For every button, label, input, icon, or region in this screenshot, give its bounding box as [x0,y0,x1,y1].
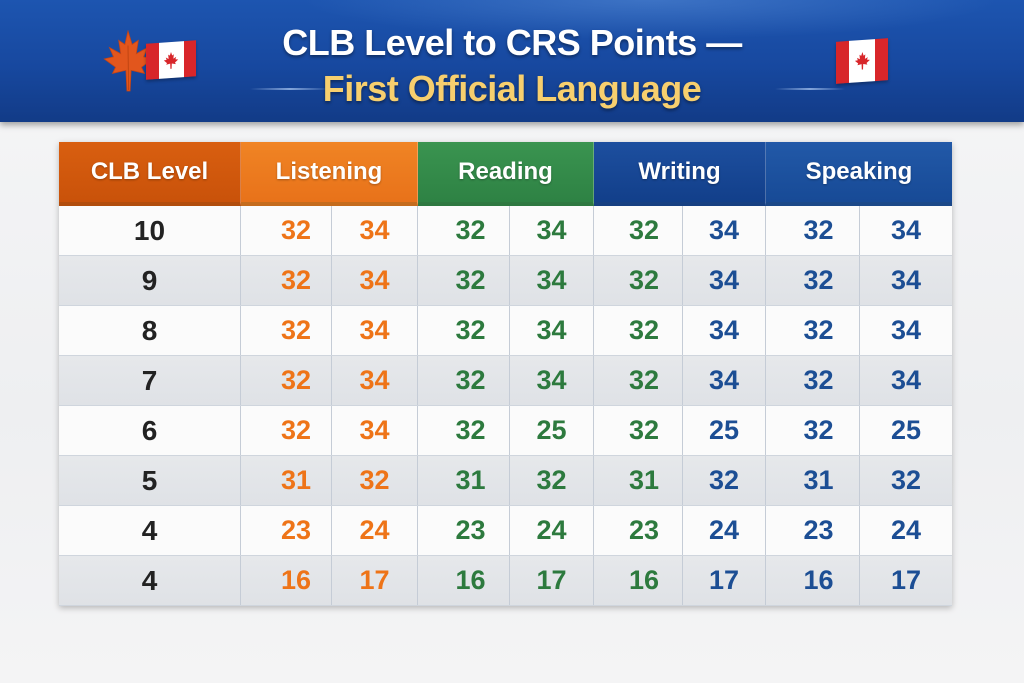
listening-value: 23 [241,506,332,555]
reading-value: 32 [418,206,510,255]
column-header-writing: Writing [594,142,766,206]
table-row: 10 32 34 32 34 32 34 32 34 [59,206,952,256]
listening-value: 34 [332,356,418,405]
clb-level-cell: 4 [59,556,241,605]
clb-level-cell: 9 [59,256,241,305]
clb-level-cell: 7 [59,356,241,405]
speaking-value: 32 [890,465,922,495]
speaking-value: 23 [766,506,860,555]
title-banner: CLB Level to CRS Points — First Official… [0,0,1024,122]
speaking-value: 32 [766,306,860,355]
speaking-value: 25 [890,415,922,445]
clb-level-cell: 5 [59,456,241,505]
title-divider-left [250,88,330,90]
writing-value: 17 [683,556,766,605]
clb-crs-table: CLB Level Listening Reading Writing Spea… [59,142,952,606]
writing-value: 34 [683,356,766,405]
speaking-value: 34 [890,365,922,395]
speaking-value: 34 [890,215,922,245]
writing-value: 25 [683,406,766,455]
speaking-value: 32 [766,356,860,405]
listening-value: 24 [332,506,418,555]
listening-value: 34 [332,306,418,355]
speaking-value: 32 [766,406,860,455]
clb-level-cell: 6 [59,406,241,455]
page-title: CLB Level to CRS Points — [282,22,742,63]
reading-value: 32 [418,306,510,355]
column-header-reading: Reading [418,142,594,206]
listening-value: 34 [332,206,418,255]
writing-value: 16 [594,556,683,605]
reading-value: 32 [418,406,510,455]
speaking-value: 32 [766,256,860,305]
writing-value: 32 [594,356,683,405]
writing-value: 34 [683,206,766,255]
writing-value: 32 [594,256,683,305]
writing-value: 23 [594,506,683,555]
reading-value: 32 [418,356,510,405]
writing-value: 32 [683,456,766,505]
reading-value: 17 [510,556,594,605]
table-row: 7 32 34 32 34 32 34 32 34 [59,356,952,406]
column-header-clb-level: CLB Level [59,142,241,206]
reading-value: 34 [510,256,594,305]
table-row: 4 16 17 16 17 16 17 16 17 [59,556,952,606]
listening-value: 32 [241,356,332,405]
listening-value: 31 [241,456,332,505]
reading-value: 16 [418,556,510,605]
clb-level-cell: 4 [59,506,241,555]
reading-value: 23 [418,506,510,555]
listening-value: 32 [241,306,332,355]
listening-value: 16 [241,556,332,605]
speaking-value: 32 [766,206,860,255]
clb-level-cell: 8 [59,306,241,355]
listening-value: 32 [241,256,332,305]
listening-value: 32 [332,456,418,505]
canada-flag-icon-left [146,40,196,80]
reading-value: 32 [510,456,594,505]
writing-value: 32 [594,406,683,455]
table-row: 6 32 34 32 25 32 25 32 25 [59,406,952,456]
speaking-value: 16 [766,556,860,605]
speaking-value: 31 [766,456,860,505]
speaking-value: 34 [890,315,922,345]
title-divider-right [775,88,845,90]
page-subtitle: First Official Language [322,68,702,109]
reading-value: 34 [510,206,594,255]
table-header: CLB Level Listening Reading Writing Spea… [59,142,952,206]
reading-value: 32 [418,256,510,305]
reading-value: 34 [510,356,594,405]
reading-value: 25 [510,406,594,455]
reading-value: 31 [418,456,510,505]
table-row: 4 23 24 23 24 23 24 23 24 [59,506,952,556]
writing-value: 34 [683,256,766,305]
table-row: 5 31 32 31 32 31 32 31 32 [59,456,952,506]
writing-value: 32 [594,206,683,255]
maple-leaf-icon [103,30,154,92]
listening-value: 17 [332,556,418,605]
listening-value: 32 [241,206,332,255]
clb-level-cell: 10 [59,206,241,255]
table-row: 8 32 34 32 34 32 34 32 34 [59,306,952,356]
reading-value: 34 [510,306,594,355]
writing-value: 32 [594,306,683,355]
speaking-value: 24 [890,515,922,545]
writing-value: 24 [683,506,766,555]
listening-value: 32 [241,406,332,455]
speaking-value: 17 [890,565,922,595]
speaking-value: 34 [890,265,922,295]
listening-value: 34 [332,406,418,455]
column-header-speaking: Speaking [766,142,952,206]
reading-value: 24 [510,506,594,555]
table-row: 9 32 34 32 34 32 34 32 34 [59,256,952,306]
writing-value: 34 [683,306,766,355]
listening-value: 34 [332,256,418,305]
writing-value: 31 [594,456,683,505]
canada-flag-icon-right [836,38,888,84]
column-header-listening: Listening [241,142,418,206]
